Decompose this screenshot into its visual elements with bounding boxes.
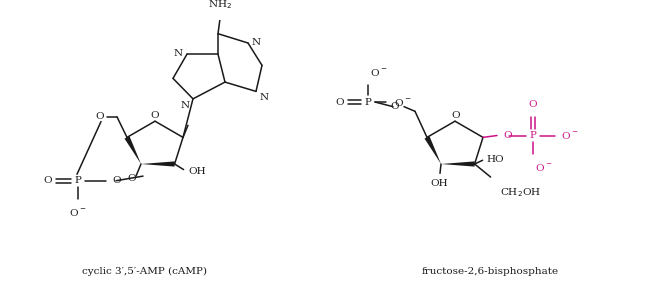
Text: cyclic 3′,5′-AMP (cAMP): cyclic 3′,5′-AMP (cAMP): [83, 266, 207, 276]
Polygon shape: [424, 136, 441, 164]
Polygon shape: [141, 161, 174, 167]
Text: N: N: [252, 38, 261, 46]
Text: O: O: [127, 174, 136, 183]
Text: O: O: [503, 131, 512, 140]
Text: O: O: [95, 112, 104, 121]
Polygon shape: [125, 136, 141, 164]
Text: O: O: [151, 111, 159, 120]
Text: O: O: [112, 176, 121, 185]
Text: O$^-$: O$^-$: [561, 130, 579, 141]
Text: O: O: [336, 97, 344, 107]
Text: CH$_2$OH: CH$_2$OH: [500, 186, 541, 199]
Text: O: O: [44, 176, 52, 185]
Text: O$^-$: O$^-$: [535, 162, 552, 173]
Text: HO: HO: [487, 155, 504, 164]
Text: N: N: [260, 93, 269, 102]
Text: O: O: [452, 111, 461, 120]
Text: N: N: [181, 101, 190, 110]
Polygon shape: [441, 161, 474, 167]
Text: O: O: [529, 100, 537, 109]
Text: OH: OH: [189, 167, 206, 176]
Text: O$^-$: O$^-$: [70, 207, 87, 218]
Text: OH: OH: [430, 179, 448, 188]
Text: NH$_2$: NH$_2$: [208, 0, 232, 11]
Text: P: P: [529, 131, 537, 140]
Text: O$^-$: O$^-$: [370, 67, 387, 78]
Text: O: O: [390, 102, 399, 111]
Text: P: P: [75, 176, 81, 185]
Text: fructose-2,6-bisphosphate: fructose-2,6-bisphosphate: [421, 267, 558, 276]
Text: P: P: [365, 97, 371, 107]
Text: O$^-$: O$^-$: [394, 97, 411, 107]
Text: N: N: [174, 49, 183, 58]
